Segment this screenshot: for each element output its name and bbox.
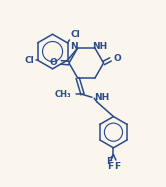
Text: Cl: Cl xyxy=(25,56,34,65)
Text: F: F xyxy=(114,162,120,171)
Text: CH₃: CH₃ xyxy=(54,90,71,99)
Text: NH: NH xyxy=(92,42,107,51)
Text: NH: NH xyxy=(94,93,109,102)
Text: F: F xyxy=(106,157,112,166)
Text: F: F xyxy=(107,162,113,171)
Text: O: O xyxy=(49,58,57,67)
Text: N: N xyxy=(70,42,78,51)
Text: Cl: Cl xyxy=(71,30,80,39)
Text: O: O xyxy=(114,54,122,63)
